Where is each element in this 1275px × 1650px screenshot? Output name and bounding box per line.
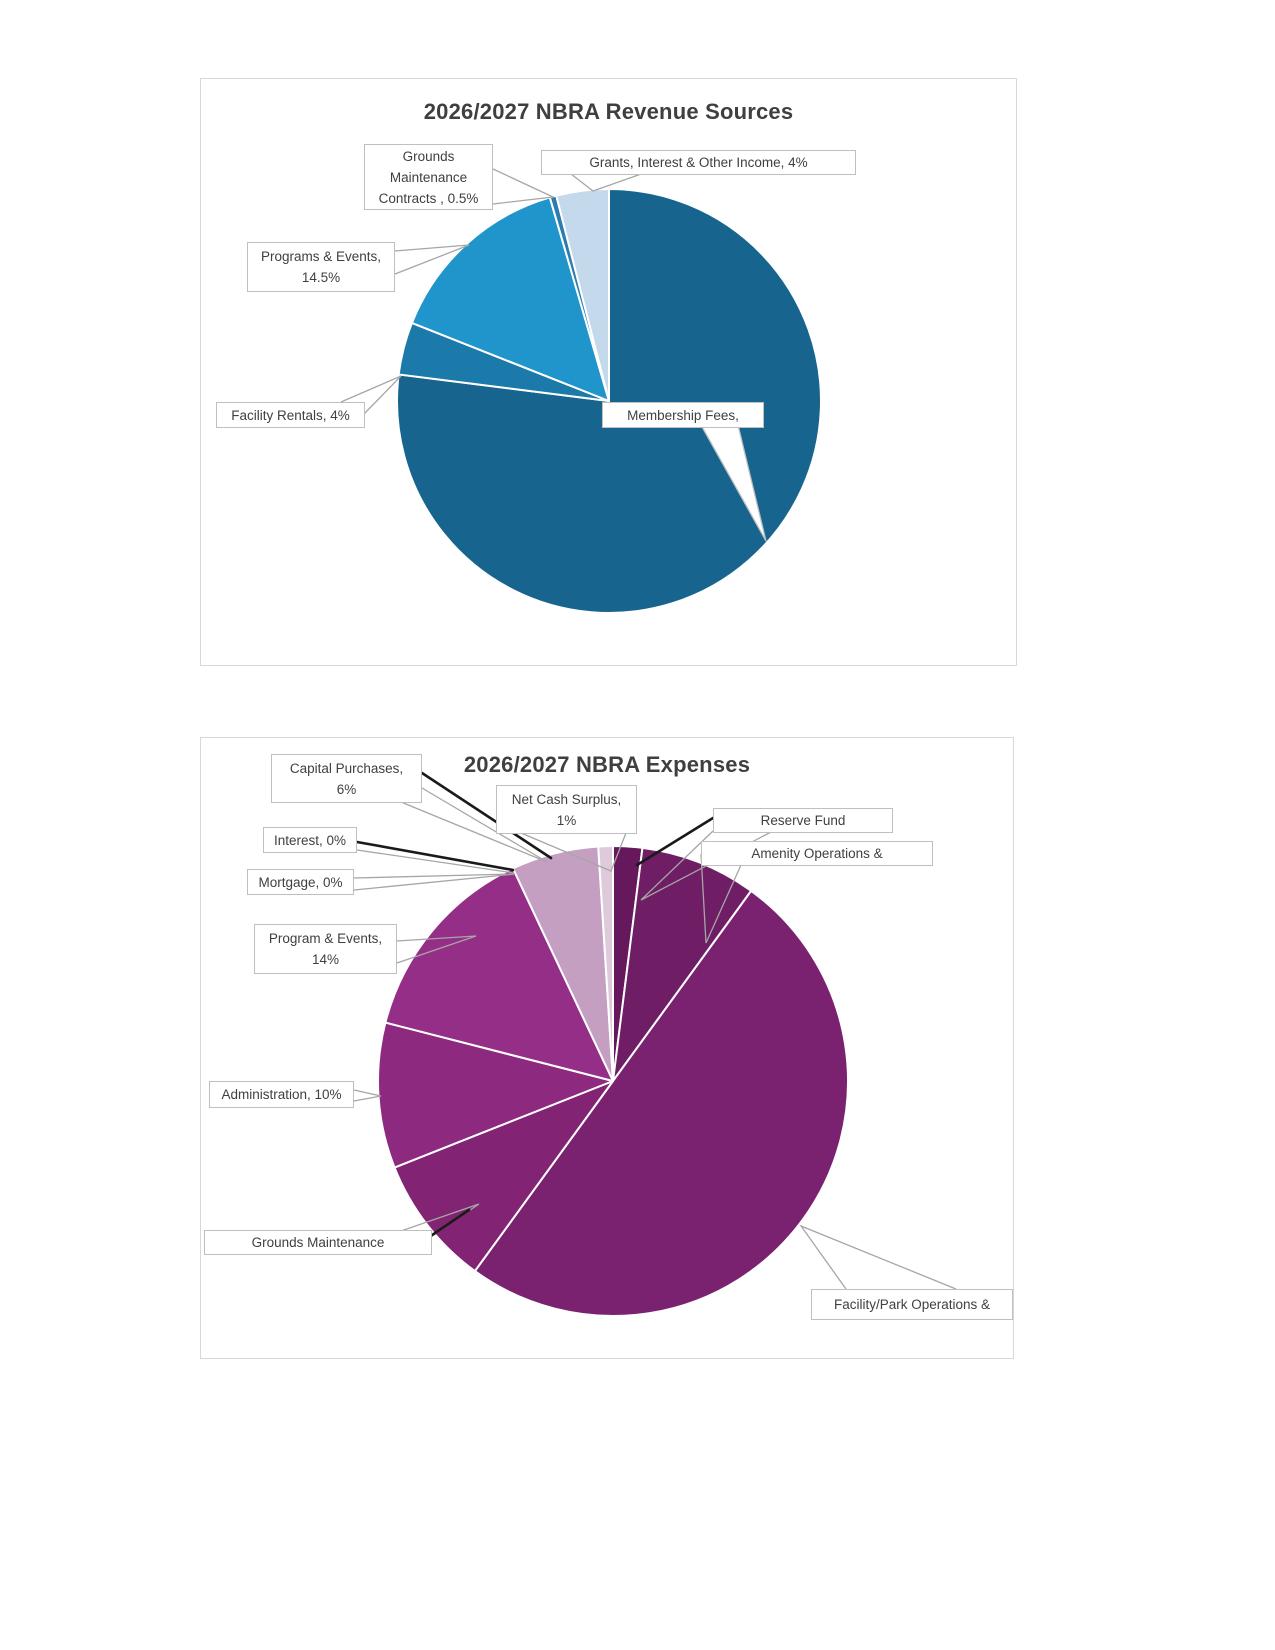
leader-line-black: [355, 840, 515, 872]
callout-line: 6%: [336, 781, 357, 797]
callout-administration: Administration, 10%: [209, 1081, 354, 1108]
pie-slice-programs-events: [410, 196, 610, 402]
callout-facility-rentals: Facility Rentals, 4%: [216, 402, 365, 428]
leader-line: [356, 849, 515, 874]
pie-slice-membership-fees: [396, 188, 822, 614]
revenue-leader-lines: [340, 168, 767, 542]
leader-line: [799, 1224, 957, 1290]
callout-line: Grounds: [402, 148, 455, 164]
callout-line: 1%: [556, 812, 577, 828]
callout-grounds-maintenance: Grounds Maintenance: [204, 1230, 432, 1255]
expenses-chart-title: 2026/2027 NBRA Expenses: [463, 752, 751, 777]
revenue-chart-title: 2026/2027 NBRA Revenue Sources: [423, 99, 794, 124]
leader-line: [492, 168, 556, 205]
leader-line: [400, 787, 548, 863]
callout-grants-interest-other-income: Grants, Interest & Other Income, 4%: [541, 150, 856, 175]
callout-net-cash-surplus: Net Cash Surplus, 1%: [496, 785, 637, 834]
callout-capital-purchases: Capital Purchases, 6%: [271, 754, 422, 803]
callout-line: Program & Events,: [268, 931, 383, 946]
leader-line-black: [635, 816, 715, 867]
callout-program-and-events: Program & Events, 14%: [254, 924, 397, 974]
callout-line: Mortgage, 0%: [258, 874, 343, 890]
callout-line: Programs & Events,: [260, 249, 382, 264]
callout-facility-park-operations: Facility/Park Operations &: [811, 1289, 1013, 1320]
callout-line: Amenity Operations &: [751, 846, 883, 861]
callout-mortgage: Mortgage, 0%: [247, 869, 354, 895]
callout-line: Administration, 10%: [221, 1087, 342, 1102]
callout-line: Net Cash Surplus,: [511, 791, 622, 807]
callout-interest: Interest, 0%: [263, 827, 357, 853]
callout-reserve-fund: Reserve Fund: [713, 808, 893, 833]
leader-line: [700, 853, 742, 944]
callout-line: Membership Fees,: [627, 407, 739, 423]
callout-line: Interest, 0%: [273, 832, 347, 848]
callout-line: Capital Purchases,: [289, 760, 404, 776]
leader-line: [353, 873, 516, 891]
pie-slice-facility-park-operations: [473, 889, 849, 1317]
callout-line: Facility/Park Operations &: [833, 1297, 991, 1312]
leader-line: [340, 375, 402, 415]
callout-line: Reserve Fund: [760, 813, 846, 828]
leader-line: [353, 1089, 382, 1102]
leader-line: [570, 173, 642, 192]
callout-line: Facility Rentals, 4%: [231, 407, 350, 423]
revenue-pie-slices: [396, 188, 822, 614]
leader-line: [520, 832, 627, 872]
expenses-leader-lines: [353, 787, 957, 1290]
callout-amenity-operations: Amenity Operations &: [701, 841, 933, 866]
callout-line: Maintenance: [389, 169, 468, 185]
revenue-pie-chart: 2026/2027 NBRA Revenue Sources Grounds M…: [200, 78, 1017, 666]
callout-line: Contracts , 0.5%: [378, 190, 479, 206]
callout-line: Grants, Interest & Other Income, 4%: [589, 155, 808, 170]
callout-line: 14%: [311, 952, 340, 967]
callout-programs-and-events: Programs & Events, 14.5%: [247, 242, 395, 292]
callout-grounds-maintenance-contracts: Grounds Maintenance Contracts , 0.5%: [364, 144, 493, 210]
callout-membership-fees: Membership Fees,: [602, 402, 764, 428]
pie-slice-net-cash-surplus: [597, 844, 614, 1082]
leader-line-black: [420, 771, 553, 860]
pie-slice-amenity-operations: [612, 846, 753, 1082]
expenses-pie-svg: [353, 771, 957, 1317]
expenses-pie-chart: 2026/2027 NBRA Expenses: [200, 737, 1014, 1359]
pie-slice-program-events: [384, 867, 614, 1082]
revenue-pie-svg: [340, 168, 822, 614]
callout-line: 14.5%: [301, 270, 341, 285]
expenses-pie-slices: [377, 844, 849, 1317]
callout-line: Grounds Maintenance: [251, 1235, 385, 1250]
leader-line: [394, 244, 470, 275]
leader-line: [396, 935, 477, 964]
pie-slice-grants-interest-other-income: [555, 188, 610, 402]
